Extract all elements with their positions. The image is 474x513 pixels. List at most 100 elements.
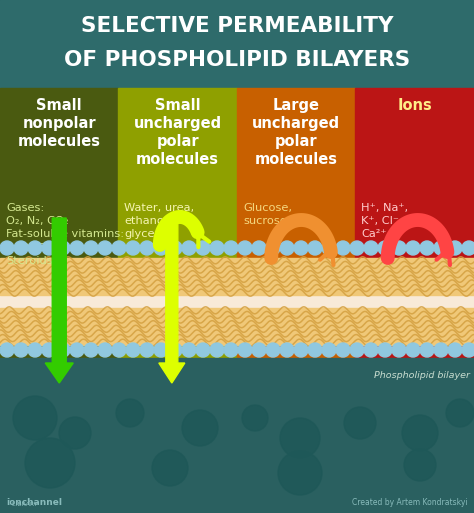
FancyArrow shape bbox=[45, 218, 73, 383]
Text: Phospholipid bilayer: Phospholipid bilayer bbox=[374, 370, 470, 380]
Circle shape bbox=[112, 343, 126, 357]
Circle shape bbox=[116, 399, 144, 427]
Circle shape bbox=[294, 241, 308, 255]
Circle shape bbox=[392, 343, 406, 357]
Text: Small
uncharged
polar
molecules: Small uncharged polar molecules bbox=[134, 98, 222, 167]
Circle shape bbox=[350, 241, 364, 255]
Bar bbox=[237, 88, 356, 358]
Circle shape bbox=[182, 241, 196, 255]
Circle shape bbox=[242, 405, 268, 431]
Circle shape bbox=[84, 241, 98, 255]
Circle shape bbox=[28, 343, 42, 357]
Circle shape bbox=[378, 343, 392, 357]
Circle shape bbox=[140, 241, 154, 255]
Circle shape bbox=[308, 343, 322, 357]
Circle shape bbox=[252, 343, 266, 357]
FancyArrow shape bbox=[159, 218, 185, 383]
Text: LIBRARY: LIBRARY bbox=[6, 502, 37, 507]
Text: OF PHOSPHOLIPID BILAYERS: OF PHOSPHOLIPID BILAYERS bbox=[64, 50, 410, 70]
Bar bbox=[0, 258, 474, 295]
Text: Small
nonpolar
molecules: Small nonpolar molecules bbox=[18, 98, 101, 149]
Circle shape bbox=[56, 241, 70, 255]
Circle shape bbox=[280, 241, 294, 255]
Circle shape bbox=[446, 399, 474, 427]
Circle shape bbox=[336, 343, 350, 357]
Text: ionchannel: ionchannel bbox=[6, 498, 62, 507]
Circle shape bbox=[462, 343, 474, 357]
Circle shape bbox=[210, 343, 224, 357]
Circle shape bbox=[420, 241, 434, 255]
Circle shape bbox=[196, 343, 210, 357]
Text: Created by Artem Kondratskyi: Created by Artem Kondratskyi bbox=[352, 498, 468, 507]
Circle shape bbox=[14, 241, 28, 255]
Circle shape bbox=[56, 343, 70, 357]
Circle shape bbox=[252, 241, 266, 255]
Circle shape bbox=[13, 396, 57, 440]
Bar bbox=[0, 295, 474, 308]
Circle shape bbox=[98, 241, 112, 255]
Bar bbox=[356, 88, 474, 358]
Circle shape bbox=[266, 241, 280, 255]
Circle shape bbox=[70, 241, 84, 255]
Circle shape bbox=[0, 343, 14, 357]
Circle shape bbox=[182, 343, 196, 357]
Circle shape bbox=[378, 241, 392, 255]
Circle shape bbox=[402, 415, 438, 451]
Circle shape bbox=[344, 407, 376, 439]
Circle shape bbox=[70, 343, 84, 357]
Circle shape bbox=[308, 241, 322, 255]
Circle shape bbox=[266, 343, 280, 357]
Bar bbox=[0, 88, 118, 358]
Circle shape bbox=[196, 241, 210, 255]
Text: Glucose,
sucrose: Glucose, sucrose bbox=[243, 203, 292, 226]
Circle shape bbox=[364, 241, 378, 255]
Text: Ions: Ions bbox=[397, 98, 432, 113]
Circle shape bbox=[406, 241, 420, 255]
Text: Gases:
O₂, N₂, CO₂
Fat-soluble vitamins:
A, D, E
Steroids: Gases: O₂, N₂, CO₂ Fat-soluble vitamins:… bbox=[6, 203, 124, 266]
Bar bbox=[0, 0, 474, 88]
Circle shape bbox=[25, 438, 75, 488]
Circle shape bbox=[126, 343, 140, 357]
Circle shape bbox=[168, 241, 182, 255]
Circle shape bbox=[404, 449, 436, 481]
Circle shape bbox=[0, 241, 14, 255]
Bar bbox=[0, 358, 474, 513]
Circle shape bbox=[42, 343, 56, 357]
Circle shape bbox=[322, 343, 336, 357]
Circle shape bbox=[154, 343, 168, 357]
Circle shape bbox=[322, 241, 336, 255]
Circle shape bbox=[84, 343, 98, 357]
Circle shape bbox=[336, 241, 350, 255]
Circle shape bbox=[140, 343, 154, 357]
Circle shape bbox=[462, 241, 474, 255]
Circle shape bbox=[210, 241, 224, 255]
Circle shape bbox=[364, 343, 378, 357]
Bar bbox=[0, 308, 474, 345]
Circle shape bbox=[224, 241, 238, 255]
Circle shape bbox=[294, 343, 308, 357]
Circle shape bbox=[42, 241, 56, 255]
Circle shape bbox=[28, 241, 42, 255]
Text: H⁺, Na⁺,
K⁺, Cl⁻,
Ca²⁺: H⁺, Na⁺, K⁺, Cl⁻, Ca²⁺ bbox=[362, 203, 409, 240]
Circle shape bbox=[126, 241, 140, 255]
Circle shape bbox=[152, 450, 188, 486]
Circle shape bbox=[182, 410, 218, 446]
Circle shape bbox=[238, 241, 252, 255]
Text: SELECTIVE PERMEABILITY: SELECTIVE PERMEABILITY bbox=[81, 16, 393, 36]
Circle shape bbox=[14, 343, 28, 357]
Circle shape bbox=[238, 343, 252, 357]
Circle shape bbox=[224, 343, 238, 357]
Circle shape bbox=[280, 418, 320, 458]
Bar bbox=[118, 88, 237, 358]
Circle shape bbox=[406, 343, 420, 357]
Circle shape bbox=[278, 451, 322, 495]
Circle shape bbox=[112, 241, 126, 255]
Circle shape bbox=[350, 343, 364, 357]
Circle shape bbox=[434, 241, 448, 255]
Circle shape bbox=[392, 241, 406, 255]
Circle shape bbox=[98, 343, 112, 357]
Circle shape bbox=[154, 241, 168, 255]
Circle shape bbox=[59, 417, 91, 449]
Circle shape bbox=[280, 343, 294, 357]
Circle shape bbox=[448, 241, 462, 255]
